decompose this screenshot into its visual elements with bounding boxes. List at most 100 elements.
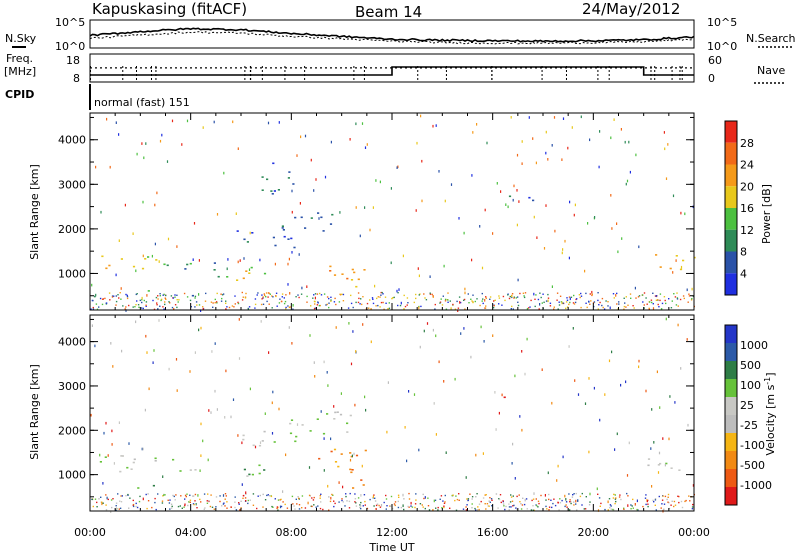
velocity-cell	[121, 495, 123, 497]
power-cell	[551, 285, 553, 288]
velocity-cell	[394, 504, 396, 507]
velocity-cell	[519, 501, 521, 503]
power-cell	[261, 189, 264, 191]
power-cell	[170, 295, 173, 297]
power-cell	[272, 236, 275, 239]
power-cell	[421, 199, 423, 203]
velocity-cell	[360, 494, 362, 497]
power-cell	[216, 292, 218, 295]
velocity-cell	[619, 494, 621, 496]
velocity-cell	[674, 401, 676, 404]
power-cell	[683, 297, 685, 300]
power-cell	[542, 293, 544, 295]
power-cell	[463, 231, 465, 235]
power-cell	[618, 303, 620, 305]
velocity-cell	[349, 458, 352, 462]
power-cell	[314, 296, 316, 300]
velocity-cell	[206, 502, 209, 504]
velocity-cell	[101, 502, 103, 506]
velocity-cell	[645, 389, 647, 393]
velocity-cell	[154, 460, 157, 462]
power-cell	[543, 247, 546, 250]
velocity-cell	[398, 496, 400, 498]
power-cell	[352, 306, 354, 309]
velocity-cell	[179, 470, 182, 472]
power-cell	[591, 294, 593, 297]
power-cell	[213, 262, 216, 264]
power-cell	[534, 298, 536, 300]
power-cell	[423, 293, 425, 295]
power-cell	[297, 294, 299, 296]
power-cell	[165, 294, 167, 297]
power-cell	[589, 138, 591, 142]
power-cell	[415, 297, 417, 300]
velocity-cell	[374, 497, 376, 499]
power-cell	[481, 266, 484, 270]
velocity-cell	[562, 455, 564, 459]
velocity-cell	[152, 361, 154, 364]
power-cell	[501, 304, 503, 306]
power-cell	[634, 286, 636, 290]
power-cell	[515, 297, 517, 299]
velocity-cell	[257, 495, 259, 497]
power-cell	[138, 306, 140, 308]
velocity-cell	[234, 506, 236, 509]
velocity-cell	[256, 507, 258, 510]
power-cell	[254, 303, 257, 306]
velocity-cell	[242, 495, 245, 497]
velocity-cell	[337, 465, 340, 468]
power-cell	[137, 304, 140, 306]
velocity-cell	[403, 508, 405, 511]
velocity-cell	[173, 495, 175, 498]
velocity-cell	[651, 408, 653, 411]
velocity-cell	[199, 469, 201, 472]
velocity-cell	[219, 495, 221, 497]
power-cell	[289, 306, 291, 308]
velocity-cell	[363, 494, 366, 496]
velocity-cell	[686, 338, 688, 341]
power-cell	[613, 297, 615, 299]
power-cell	[119, 292, 121, 294]
power-cell	[358, 297, 360, 300]
velocity-cell	[346, 431, 349, 433]
power-cell	[601, 297, 604, 300]
power-cell	[359, 234, 361, 238]
velocity-cell	[370, 340, 372, 344]
power-cell	[511, 295, 513, 298]
power-cell	[281, 225, 284, 227]
power-cell	[521, 162, 523, 165]
power-cell	[516, 189, 518, 192]
velocity-cell	[176, 389, 178, 392]
power-cell	[655, 299, 658, 301]
velocity-cell	[268, 351, 270, 354]
power-cell	[693, 256, 696, 259]
power-cell	[115, 304, 117, 306]
velocity-cell	[678, 501, 680, 504]
power-cell	[569, 200, 571, 204]
time-axis: 00:00 04:00 08:00 12:00 16:00 20:00 00:00	[74, 526, 710, 539]
power-cell	[388, 307, 391, 309]
power-cell	[374, 284, 376, 288]
power-cell	[496, 182, 498, 185]
velocity-cell	[247, 499, 249, 502]
velocity-cell	[366, 507, 369, 510]
power-cell	[225, 302, 227, 304]
power-cell	[160, 298, 163, 301]
velocity-cell	[319, 497, 321, 499]
velocity-cell	[475, 453, 477, 457]
velocity-cell	[536, 504, 538, 507]
power-cell	[598, 304, 600, 306]
power-cell	[464, 291, 466, 295]
power-cell	[458, 296, 461, 298]
power-cell	[177, 301, 179, 303]
power-cell	[342, 293, 345, 296]
power-cell	[300, 135, 302, 139]
velocity-cell	[295, 498, 297, 500]
power-cell	[447, 292, 449, 294]
power-cell	[590, 300, 592, 302]
velocity-cell	[385, 508, 387, 510]
power-cell	[142, 254, 144, 258]
velocity-cell	[636, 499, 638, 503]
velocity-cell	[537, 506, 539, 508]
velocity-cell	[685, 499, 687, 502]
